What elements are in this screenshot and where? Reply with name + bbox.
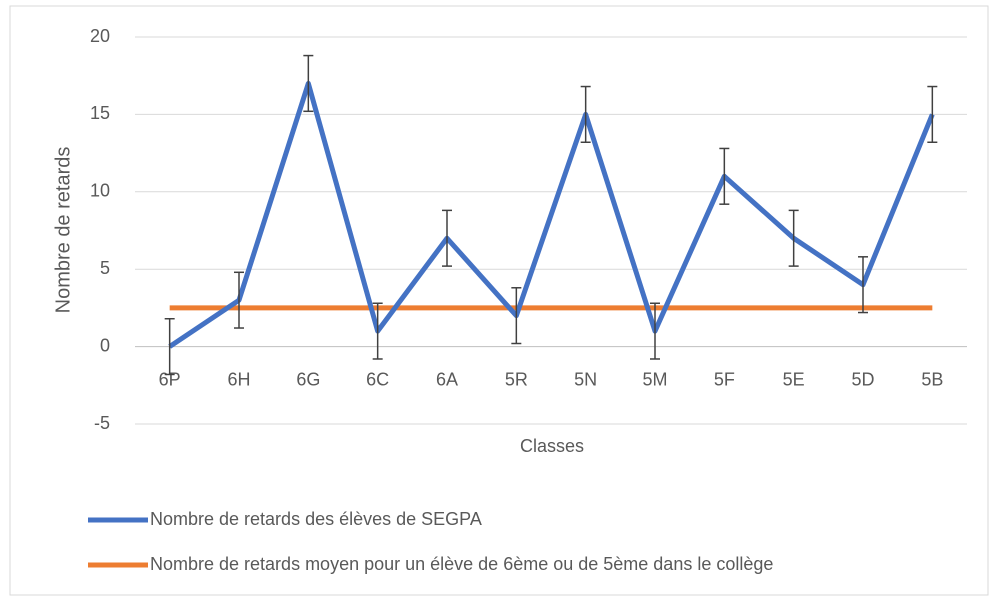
x-tick-label: 6H xyxy=(227,369,250,389)
y-tick-label: 10 xyxy=(90,181,110,201)
y-axis-title: Nombre de retards xyxy=(52,147,74,314)
error-bar xyxy=(788,209,799,267)
y-tick-label: 15 xyxy=(90,103,110,123)
error-bar xyxy=(372,302,383,360)
y-tick-label: -5 xyxy=(94,413,110,433)
x-axis-title: Classes xyxy=(520,436,584,456)
x-tick-label: 5M xyxy=(642,369,667,389)
error-bar xyxy=(858,256,868,314)
chart-border xyxy=(9,5,989,596)
error-bar xyxy=(511,287,522,345)
x-tick-label: 6G xyxy=(296,369,320,389)
x-tick-label: 5F xyxy=(714,369,735,389)
x-tick-label: 6A xyxy=(436,369,458,389)
x-tick-label: 5E xyxy=(783,369,805,389)
x-tick-label: 5N xyxy=(574,369,597,389)
legend-label: Nombre de retards des élèves de SEGPA xyxy=(150,509,482,529)
error-bar xyxy=(442,209,452,267)
legend-label: Nombre de retards moyen pour un élève de… xyxy=(150,554,773,574)
error-bar xyxy=(650,302,660,360)
error-bar xyxy=(580,85,591,144)
x-tick-label: 5B xyxy=(921,369,943,389)
y-tick-label: 0 xyxy=(100,335,110,355)
x-tick-label: 5R xyxy=(505,369,528,389)
x-tick-label: 6P xyxy=(159,369,181,389)
error-bar xyxy=(719,147,730,205)
x-tick-label: 6C xyxy=(366,369,389,389)
error-bar xyxy=(303,54,314,113)
x-tick-label: 5D xyxy=(851,369,874,389)
y-tick-label: 20 xyxy=(90,26,110,46)
series-line xyxy=(168,80,935,349)
error-bar xyxy=(234,271,244,329)
error-bar xyxy=(164,317,175,376)
error-bar xyxy=(927,85,938,144)
y-tick-label: 5 xyxy=(100,258,110,278)
